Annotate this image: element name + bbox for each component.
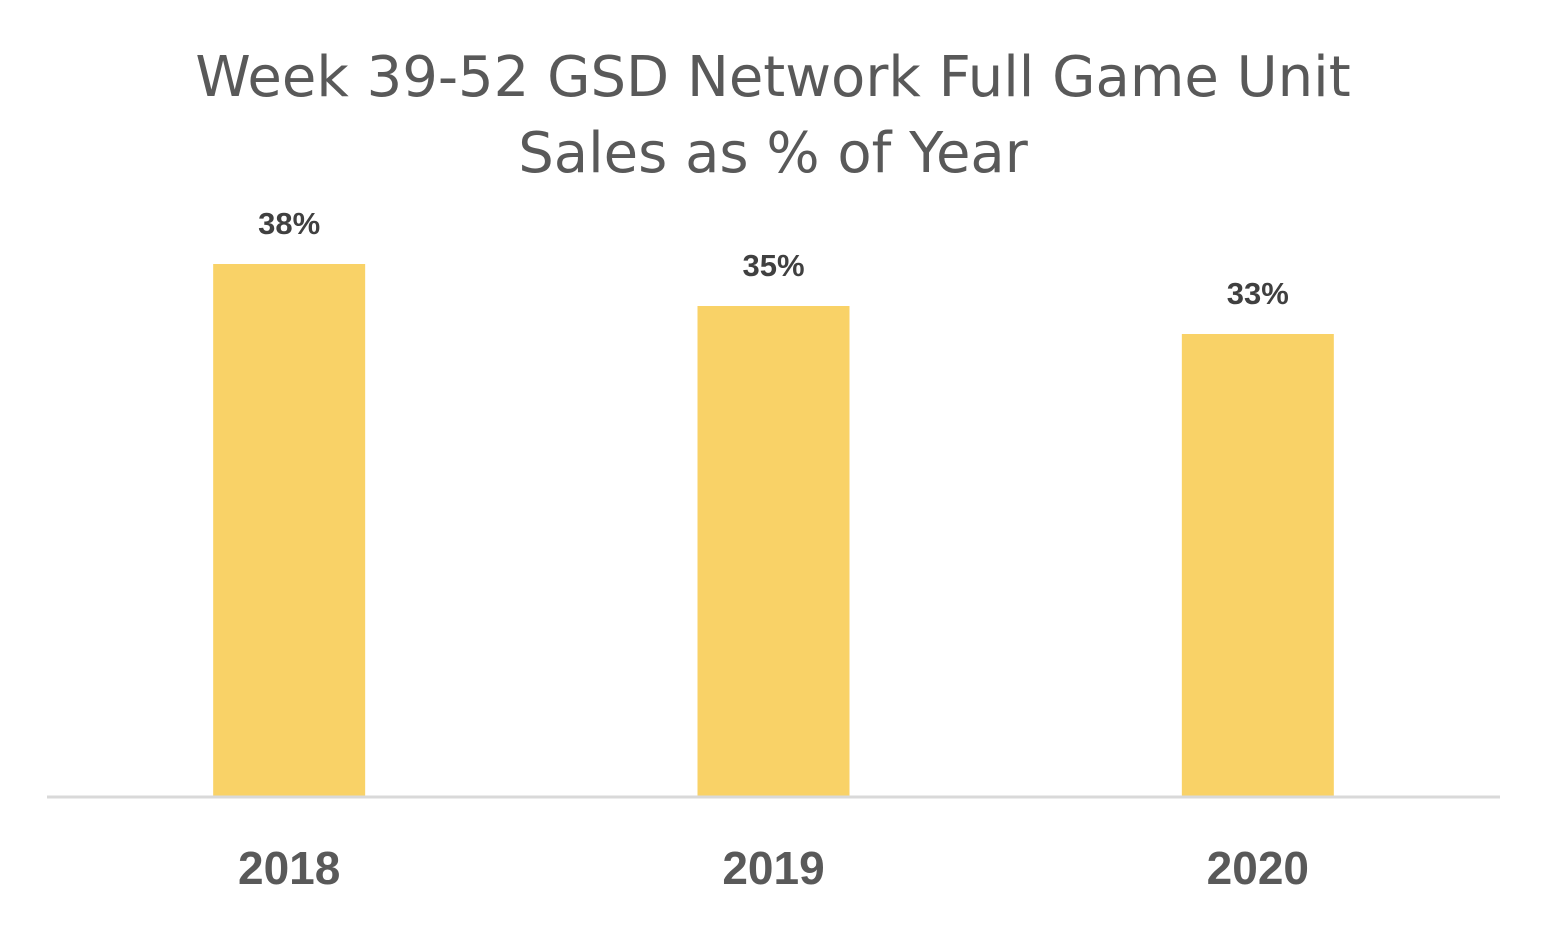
chart-title-line-1: Week 39-52 GSD Network Full Game Unit <box>195 45 1351 110</box>
x-tick-label-2020: 2020 <box>1207 842 1309 894</box>
chart-title-line-2: Sales as % of Year <box>518 121 1028 186</box>
chart-title: Week 39-52 GSD Network Full Game Unit Sa… <box>0 40 1546 192</box>
bar-2019 <box>697 306 850 796</box>
data-labels-group: 38% 35% 33% <box>258 206 1289 311</box>
data-label-2020: 33% <box>1227 276 1289 311</box>
bars-group <box>213 264 1334 796</box>
x-tick-labels-group: 2018 2019 2020 <box>238 842 1309 894</box>
bar-2018 <box>213 264 366 796</box>
data-label-2018: 38% <box>258 206 320 241</box>
data-label-2019: 35% <box>742 248 804 283</box>
x-tick-label-2018: 2018 <box>238 842 340 894</box>
x-tick-label-2019: 2019 <box>722 842 824 894</box>
bar-2020 <box>1181 334 1334 796</box>
